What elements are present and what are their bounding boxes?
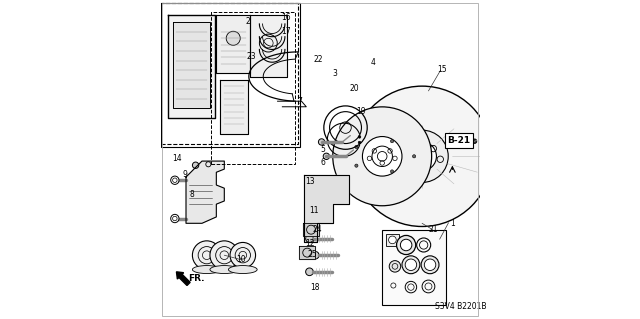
Ellipse shape	[193, 265, 221, 273]
Text: 11: 11	[310, 206, 319, 215]
Text: 22: 22	[314, 56, 323, 64]
Text: 15: 15	[437, 65, 447, 74]
Polygon shape	[300, 246, 316, 259]
Circle shape	[319, 139, 324, 145]
Text: B-21: B-21	[447, 136, 471, 145]
Ellipse shape	[210, 265, 239, 273]
Text: 19: 19	[356, 107, 365, 115]
Circle shape	[171, 214, 179, 223]
Circle shape	[355, 145, 358, 149]
Ellipse shape	[228, 265, 257, 273]
Circle shape	[396, 130, 448, 182]
FancyArrow shape	[177, 272, 190, 286]
Circle shape	[390, 140, 394, 143]
Polygon shape	[304, 175, 349, 242]
Circle shape	[193, 241, 221, 270]
Circle shape	[389, 261, 401, 272]
Polygon shape	[173, 22, 210, 108]
Circle shape	[401, 239, 412, 251]
Circle shape	[352, 86, 492, 226]
Polygon shape	[168, 15, 215, 118]
Text: 8: 8	[189, 190, 194, 199]
Circle shape	[358, 136, 361, 138]
Bar	[161, 3, 298, 144]
Text: 12: 12	[305, 239, 314, 248]
Text: 9: 9	[182, 170, 187, 179]
Bar	[161, 3, 300, 147]
Text: 2: 2	[246, 17, 251, 26]
Polygon shape	[220, 80, 248, 134]
Circle shape	[306, 268, 314, 276]
Text: 3: 3	[333, 69, 338, 78]
Bar	[211, 12, 296, 164]
Text: 23: 23	[246, 52, 256, 61]
Text: 24: 24	[313, 225, 323, 234]
Text: 13: 13	[305, 177, 315, 186]
Text: 14: 14	[173, 154, 182, 163]
Circle shape	[397, 235, 416, 255]
Circle shape	[388, 236, 396, 244]
Circle shape	[472, 139, 477, 144]
Text: 16: 16	[281, 13, 291, 22]
Circle shape	[421, 256, 439, 274]
Circle shape	[408, 142, 436, 171]
Circle shape	[362, 137, 402, 176]
Circle shape	[312, 251, 319, 259]
Text: 4: 4	[371, 58, 376, 67]
Circle shape	[413, 155, 416, 158]
Circle shape	[210, 241, 239, 270]
Circle shape	[358, 141, 361, 144]
Text: 6: 6	[321, 158, 326, 167]
Circle shape	[306, 235, 314, 242]
Text: S3V4 B2201B: S3V4 B2201B	[435, 302, 486, 311]
Bar	[386, 234, 399, 246]
Circle shape	[226, 31, 240, 45]
Polygon shape	[216, 15, 250, 73]
Circle shape	[323, 153, 330, 160]
Polygon shape	[186, 161, 224, 223]
Circle shape	[193, 162, 199, 168]
Text: 20: 20	[349, 84, 359, 93]
Circle shape	[230, 242, 255, 268]
Text: 10: 10	[236, 255, 246, 263]
Circle shape	[333, 107, 431, 206]
Text: 1: 1	[450, 219, 455, 228]
Circle shape	[424, 259, 436, 271]
Circle shape	[405, 259, 417, 271]
Text: 21: 21	[428, 225, 438, 234]
Circle shape	[171, 176, 179, 184]
Circle shape	[355, 164, 358, 167]
Polygon shape	[303, 223, 319, 236]
Circle shape	[390, 170, 394, 173]
Text: 25: 25	[308, 250, 317, 259]
Text: 7: 7	[297, 97, 302, 106]
Circle shape	[402, 256, 420, 274]
Text: 17: 17	[281, 27, 291, 36]
Bar	[382, 230, 446, 305]
Text: 5: 5	[321, 145, 326, 154]
Text: FR.: FR.	[189, 274, 205, 283]
Text: 18: 18	[310, 283, 319, 292]
Polygon shape	[250, 15, 287, 77]
